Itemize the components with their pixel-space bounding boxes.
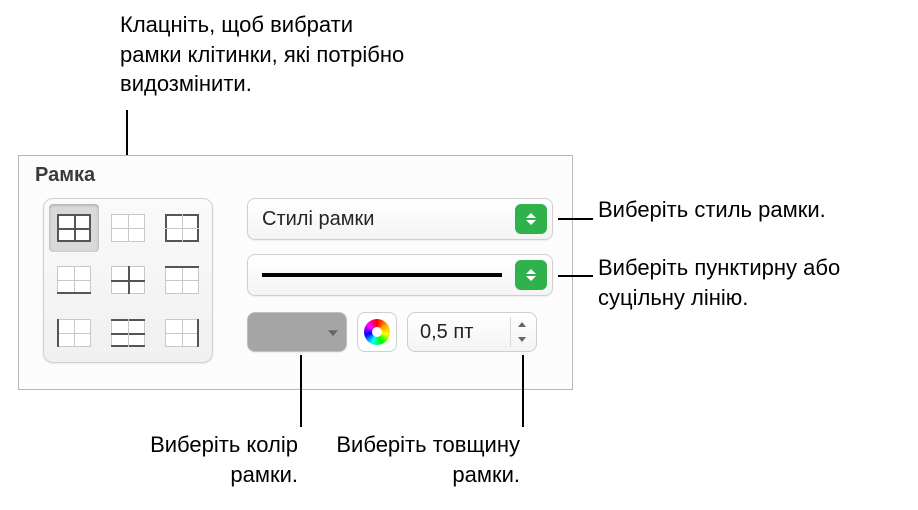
border-sides-grid[interactable] <box>43 198 213 363</box>
callout-color: Виберіть колір рамки. <box>118 430 298 489</box>
border-width-stepper[interactable]: 0,5 пт <box>407 312 537 352</box>
border-option-top[interactable] <box>157 256 207 304</box>
panel-title: Рамка <box>35 164 95 187</box>
stepper-up[interactable] <box>511 317 532 332</box>
border-option-all[interactable] <box>49 204 99 252</box>
border-option-bottom[interactable] <box>49 256 99 304</box>
border-style-select[interactable]: Стилі рамки <box>247 198 553 240</box>
line-preview-icon <box>262 273 502 277</box>
border-panel: Рамка Стилі рамки <box>18 155 573 390</box>
color-wheel-icon <box>364 319 390 345</box>
chevrons-icon <box>515 204 547 234</box>
leader-line <box>558 218 593 220</box>
border-option-inner[interactable] <box>103 204 153 252</box>
callout-width: Виберіть товщину рамки. <box>330 430 520 489</box>
leader-line <box>300 355 302 427</box>
border-width-value: 0,5 пт <box>420 321 473 344</box>
callout-border-picker: Клацніть, щоб вибрати рамки клітинки, як… <box>120 10 420 99</box>
border-option-cross[interactable] <box>103 256 153 304</box>
callout-style: Виберіть стиль рамки. <box>598 195 826 225</box>
leader-line <box>558 275 593 277</box>
border-option-hlines[interactable] <box>103 309 153 357</box>
border-line-type-select[interactable] <box>247 254 553 296</box>
border-option-left[interactable] <box>49 309 99 357</box>
color-picker-button[interactable] <box>357 312 397 352</box>
border-option-outer[interactable] <box>157 204 207 252</box>
leader-line <box>522 355 524 427</box>
border-color-swatch[interactable] <box>247 312 347 352</box>
callout-line: Виберіть пунктирну або суцільну лінію. <box>598 253 898 312</box>
border-style-label: Стилі рамки <box>262 208 374 231</box>
chevrons-icon <box>515 260 547 290</box>
border-option-right[interactable] <box>157 309 207 357</box>
stepper-down[interactable] <box>511 332 532 347</box>
